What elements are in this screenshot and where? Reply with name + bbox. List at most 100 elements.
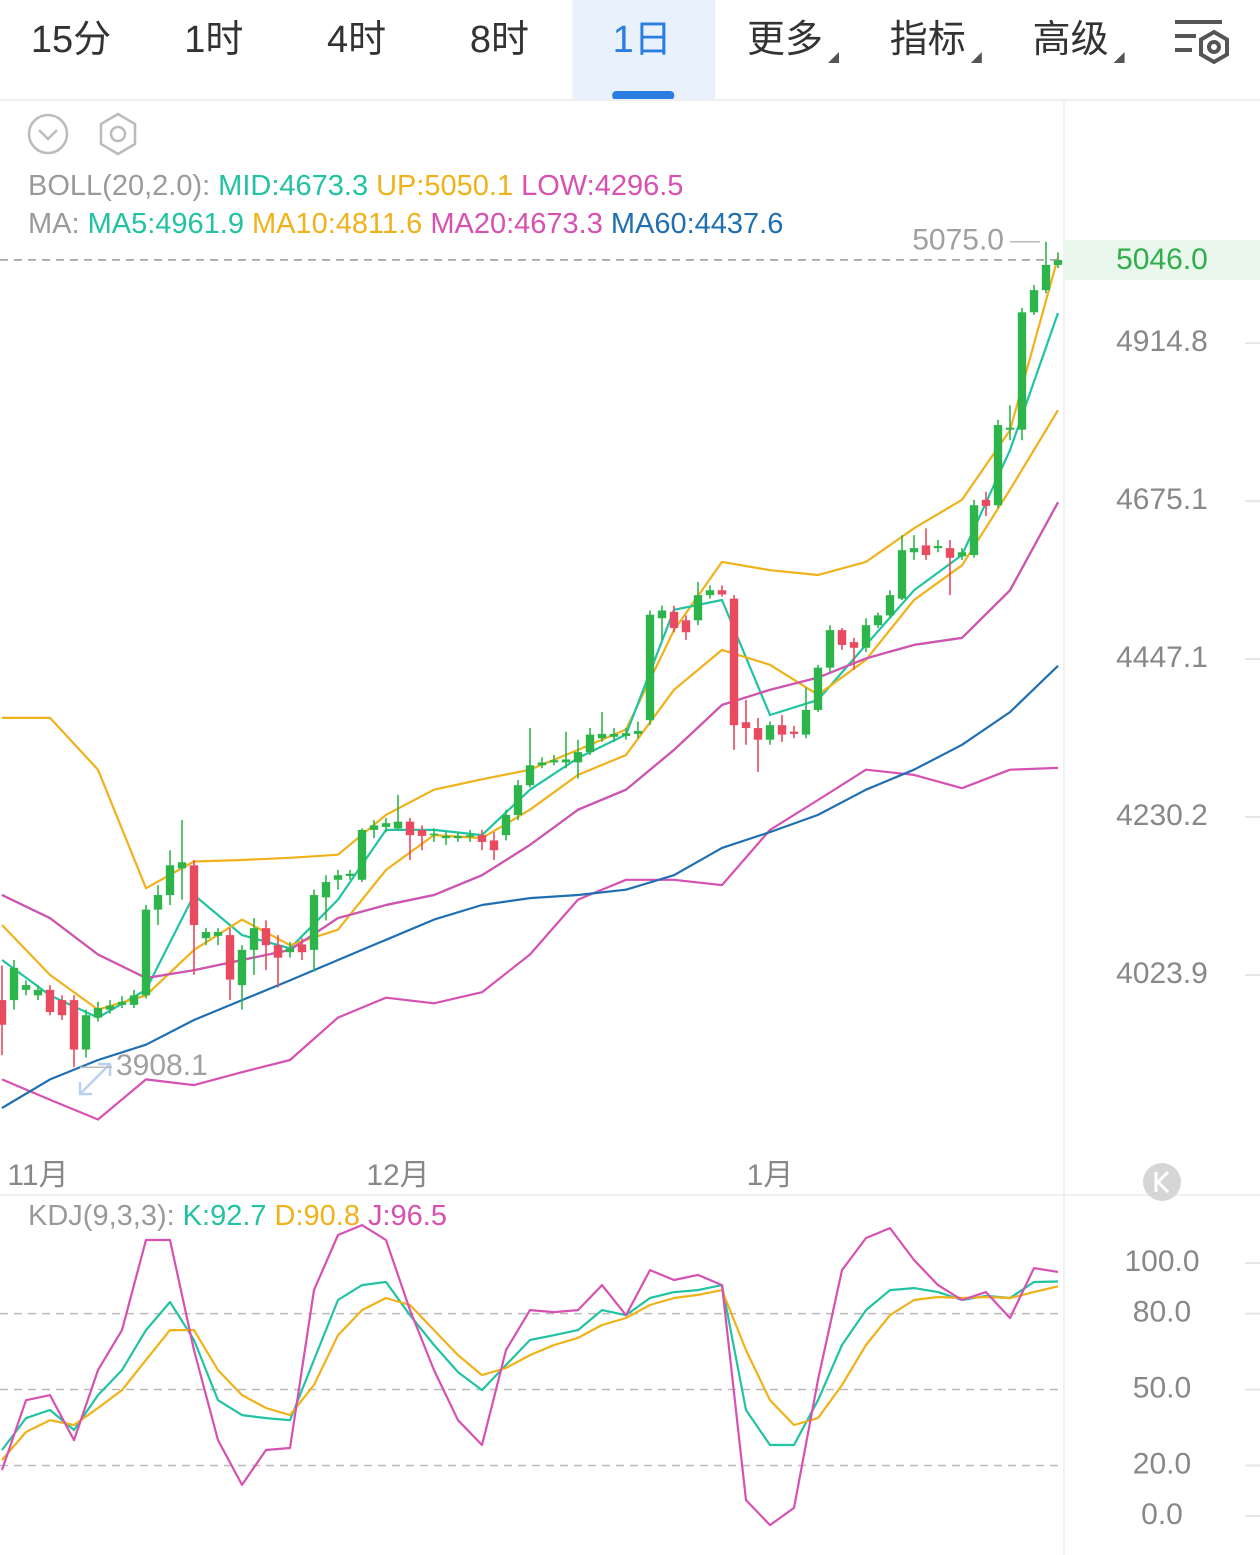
candle-body (477, 835, 487, 842)
tab-label[interactable]: 15分 (31, 19, 111, 61)
tab-label[interactable]: 8时 (470, 19, 529, 61)
legend-entry: J:96.5 (368, 1200, 447, 1232)
candle-body (369, 825, 379, 830)
candle-body (969, 505, 979, 556)
candle-body (129, 995, 139, 1005)
candle-body (117, 1001, 127, 1005)
legend-title: KDJ(9,3,3): (28, 1200, 175, 1232)
candle-body (789, 731, 799, 734)
candle-body (21, 985, 31, 990)
candle-body (633, 730, 643, 734)
candle-body (453, 835, 463, 839)
candle-body (489, 840, 499, 851)
candle-body (669, 611, 679, 629)
candle-body (957, 552, 967, 557)
dropdown-caret (970, 52, 982, 63)
legend-entry: K:92.7 (183, 1200, 267, 1232)
candle-body (165, 865, 175, 896)
candle-body (393, 821, 403, 829)
candle-body (321, 882, 331, 898)
y-tick-label: 4675.1 (1116, 483, 1208, 516)
candle-body (717, 590, 727, 595)
candle-body (837, 630, 847, 645)
candle-body (933, 546, 943, 549)
candle-body (285, 948, 295, 953)
candle-body (381, 823, 391, 827)
y-tick-label: 50.0 (1133, 1371, 1191, 1404)
candle-body (597, 733, 607, 739)
indicator-settings-icon[interactable] (99, 112, 137, 156)
candle-body (561, 759, 571, 763)
candle-body (861, 625, 871, 648)
candle-body (885, 595, 895, 616)
kdj-line (0, 1224, 1059, 1527)
candle-body (645, 614, 655, 721)
candle-body (249, 928, 259, 950)
tab-label[interactable]: 1时 (184, 19, 243, 61)
min-label: 3908.1 (116, 1049, 208, 1082)
last-price-label: 5046.0 (1116, 243, 1208, 276)
candle-body (897, 550, 907, 599)
tab-label[interactable]: 更多 (747, 19, 823, 61)
candle-body (429, 833, 439, 836)
candle-body (981, 499, 991, 506)
chart-settings-icon[interactable] (1175, 20, 1229, 65)
candle-body (549, 760, 559, 763)
candle-body (537, 762, 547, 766)
legend-entry: LOW:4296.5 (521, 170, 683, 202)
candle-body (105, 1005, 115, 1010)
candle-body (297, 944, 307, 953)
selected-tab-bg (572, 0, 716, 100)
last-price-box (1064, 239, 1260, 280)
candle-body (1005, 427, 1015, 430)
tab-label[interactable]: 指标 (890, 19, 966, 61)
candle-body (201, 932, 211, 939)
y-tick-label: 4914.8 (1116, 325, 1208, 358)
candle-body (873, 615, 883, 626)
candle-body (693, 595, 703, 621)
x-tick-label: 1月 (747, 1159, 794, 1192)
timeframe-bar: 15分 1时 4时 8时 1日 更多 指标 高级 (31, 0, 1125, 100)
candle-body (1029, 290, 1039, 313)
candle-body (777, 725, 787, 735)
legend-title: BOLL(20,2.0): (28, 170, 210, 202)
candle-body (345, 873, 355, 876)
legend-entry: MA20:4673.3 (430, 208, 603, 240)
y-tick-label: 4447.1 (1116, 641, 1208, 674)
y-tick-label: 4230.2 (1116, 799, 1208, 832)
y-tick-label: 0.0 (1141, 1498, 1183, 1531)
candle-body (237, 949, 247, 986)
candle-body (33, 989, 43, 996)
candle-body (93, 1008, 103, 1018)
legend: BOLL(20,2.0): MID:4673.3 UP:5050.1 LOW:4296… (28, 170, 683, 202)
kdj-line (1, 1280, 1059, 1451)
tab-label[interactable]: 4时 (327, 19, 386, 61)
legend-entry: UP:5050.1 (376, 170, 513, 202)
candle-body (153, 895, 163, 910)
candle-body (513, 785, 523, 815)
candle-body (945, 548, 955, 558)
indicator-line (1, 312, 1060, 1019)
candle-body (609, 733, 619, 737)
candle-body (993, 425, 1003, 506)
legend-entry: D:90.8 (275, 1200, 360, 1232)
scroll-to-latest-icon[interactable] (1143, 1163, 1181, 1201)
legend: KDJ(9,3,3): K:92.7 D:90.8 J:96.5 (28, 1200, 447, 1232)
tab-label[interactable]: 1日 (613, 19, 672, 61)
candle-body (573, 752, 583, 763)
candle-body (357, 829, 367, 880)
collapse-icon[interactable] (27, 113, 69, 155)
candle-body (213, 932, 223, 936)
candle-body (189, 865, 199, 926)
legend-entry: MA60:4437.6 (611, 208, 784, 240)
candle-body (1053, 259, 1063, 265)
expand-icon[interactable] (78, 1062, 112, 1096)
candle-body (417, 829, 427, 836)
dropdown-caret (1113, 52, 1125, 63)
candle-body (765, 725, 775, 740)
tab-label[interactable]: 高级 (1033, 19, 1109, 61)
x-tick-label: 12月 (366, 1159, 429, 1192)
indicator-line (1, 665, 1059, 1109)
candle-body (849, 642, 859, 648)
